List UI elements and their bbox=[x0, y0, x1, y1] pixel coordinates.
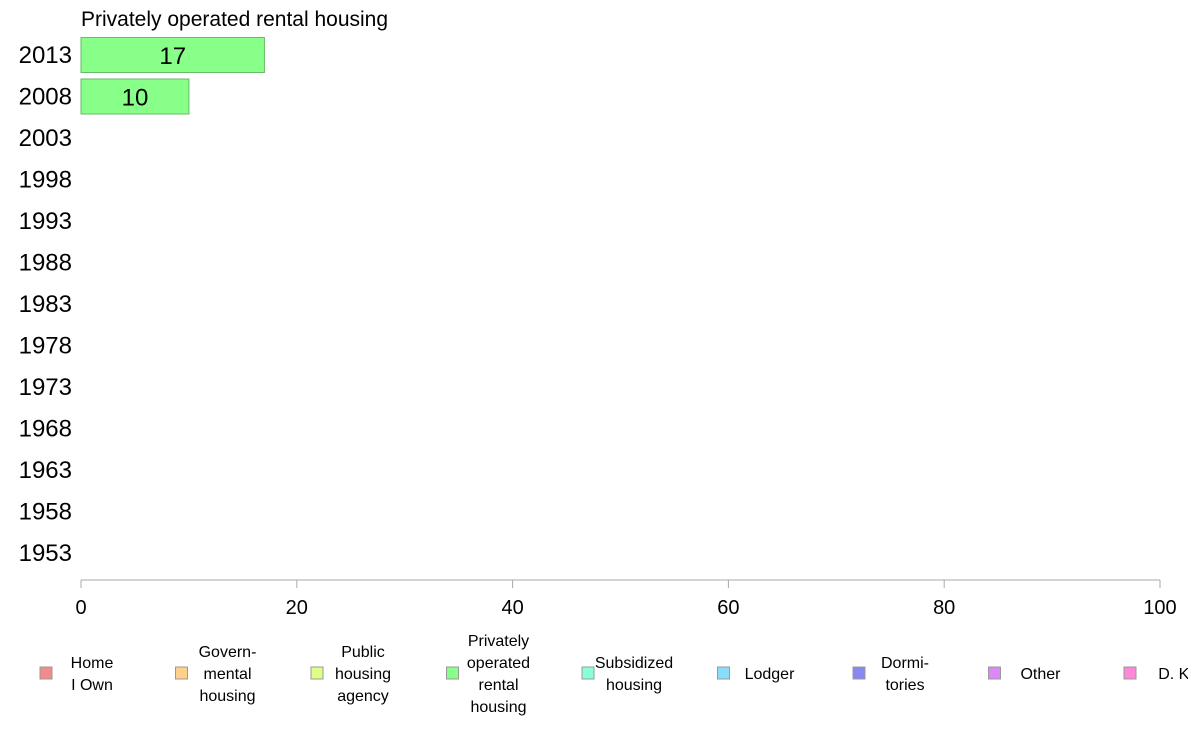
x-tick-label-0: 0 bbox=[75, 597, 86, 619]
legend-label: Privately bbox=[468, 633, 529, 650]
legend-label: Public bbox=[341, 644, 385, 661]
legend-item-6: Dormi-tories bbox=[852, 655, 929, 694]
legend-swatch bbox=[988, 666, 1001, 680]
category-labels: 2013 2008 2003 1998 1993 1988 1983 1978 1973 1968… bbox=[19, 42, 72, 567]
legend-label: housing bbox=[199, 688, 255, 705]
category-label-1993: 1993 bbox=[19, 208, 72, 235]
legend-swatch bbox=[581, 666, 595, 680]
category-label-2003: 2003 bbox=[19, 125, 72, 152]
category-label-1953: 1953 bbox=[19, 540, 72, 567]
category-label-1988: 1988 bbox=[19, 250, 72, 277]
legend-label: I Own bbox=[71, 677, 113, 694]
category-label-1978: 1978 bbox=[19, 333, 72, 360]
legend-swatch bbox=[1123, 666, 1137, 680]
x-tick-label-40: 40 bbox=[501, 597, 523, 619]
legend-swatch bbox=[175, 666, 188, 680]
legend-label: housing bbox=[470, 699, 526, 716]
legend-item-2: Public housing agency bbox=[310, 644, 391, 705]
legend-item-3: Privately operated rental housing bbox=[446, 633, 530, 716]
legend-label: D. K. bbox=[1158, 666, 1188, 683]
category-label-1998: 1998 bbox=[19, 167, 72, 194]
legend-swatch bbox=[39, 666, 53, 680]
category-label-1963: 1963 bbox=[19, 457, 72, 484]
legend-label: operated bbox=[467, 655, 530, 672]
bar-label-2013: 17 bbox=[159, 43, 186, 70]
category-label-1958: 1958 bbox=[19, 499, 72, 526]
x-tick-label-100: 100 bbox=[1143, 597, 1176, 619]
legend-swatch bbox=[446, 666, 459, 680]
legend-label: tories bbox=[885, 677, 924, 694]
bar-2013 bbox=[80, 37, 265, 73]
x-tick-label-80: 80 bbox=[933, 597, 955, 619]
legend-label: Govern- bbox=[199, 644, 257, 661]
legend-item-4: Subsidized housing bbox=[581, 655, 673, 694]
x-axis: 0 20 40 60 80 100 bbox=[75, 579, 1177, 619]
legend-item-7: Other bbox=[988, 666, 1061, 683]
legend: Home I Own Govern-mental housing Public hous… bbox=[39, 633, 1188, 716]
category-label-1973: 1973 bbox=[19, 374, 72, 401]
legend-item-0: Home I Own bbox=[39, 655, 114, 694]
legend-item-8: D. K. bbox=[1123, 666, 1188, 683]
x-tick-label-60: 60 bbox=[717, 597, 739, 619]
bars bbox=[80, 37, 265, 115]
x-tick-label-20: 20 bbox=[286, 597, 308, 619]
legend-label: housing bbox=[335, 666, 391, 683]
category-label-2013: 2013 bbox=[19, 42, 72, 69]
legend-label: agency bbox=[337, 688, 389, 705]
legend-swatch bbox=[852, 666, 866, 680]
legend-label: housing bbox=[606, 677, 662, 694]
bar-label-2008: 10 bbox=[122, 85, 149, 112]
category-label-2008: 2008 bbox=[19, 84, 72, 111]
legend-label: rental bbox=[478, 677, 518, 694]
legend-label: Lodger bbox=[745, 666, 795, 683]
legend-label: mental bbox=[203, 666, 251, 683]
category-label-1983: 1983 bbox=[19, 291, 72, 318]
chart-title: Privately operated rental housing bbox=[81, 8, 388, 31]
bar-2008 bbox=[80, 78, 190, 115]
legend-swatch bbox=[717, 666, 730, 680]
legend-label: Other bbox=[1020, 666, 1061, 683]
legend-label: Subsidized bbox=[595, 655, 673, 672]
legend-swatch bbox=[310, 666, 324, 680]
category-label-1968: 1968 bbox=[19, 416, 72, 443]
legend-item-1: Govern-mental housing bbox=[175, 644, 257, 705]
legend-item-5: Lodger bbox=[717, 666, 795, 683]
legend-label: Dormi- bbox=[881, 655, 929, 672]
legend-label: Home bbox=[71, 655, 114, 672]
